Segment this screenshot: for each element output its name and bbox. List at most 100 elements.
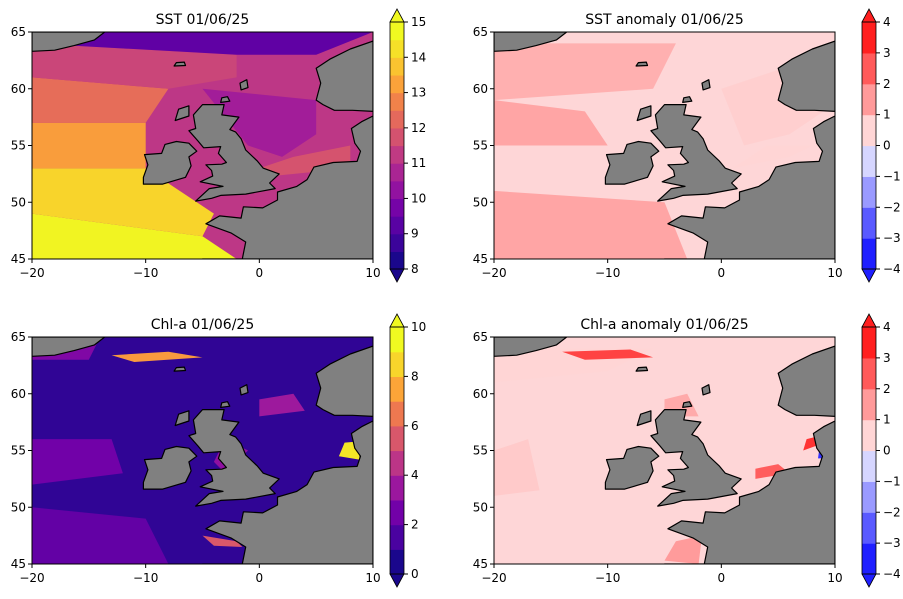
x-tick-label: −10: [133, 571, 158, 585]
x-tick-label: 0: [256, 266, 264, 280]
chla-colorbar: 0 2 4 6 8 10: [389, 313, 426, 588]
x-tick-label: 10: [827, 571, 842, 585]
colorbar-band: [390, 251, 404, 270]
y-tick-label: 65: [473, 330, 488, 344]
chla-map: [32, 337, 373, 564]
colorbar-tick-label: 0: [883, 139, 891, 153]
data-zone: [32, 43, 237, 89]
colorbar-band: [390, 127, 404, 147]
land-scandinavia: [315, 40, 373, 113]
colorbar-tick-label: 9: [411, 227, 419, 241]
chla-title: Chl-a 01/06/25: [151, 317, 255, 333]
colorbar-band: [390, 524, 404, 550]
y-tick-label: 65: [11, 25, 26, 39]
y-tick-label: 55: [473, 139, 488, 153]
colorbar-tick-label: 14: [411, 50, 426, 64]
y-tick-label: 45: [11, 557, 26, 571]
chla-anomaly-colorbar: −4 −3 −2 −1 0 1 2 3 4: [861, 313, 901, 588]
land-orkney: [220, 401, 231, 408]
colorbar-extend-max: [389, 313, 405, 328]
land-ireland: [142, 445, 198, 490]
land-shetland: [701, 79, 711, 91]
x-tick-label: −10: [133, 266, 158, 280]
colorbar-tick-label: −4: [883, 262, 901, 276]
land-iceland: [494, 337, 568, 357]
colorbar-band: [390, 376, 404, 402]
colorbar-tick-label: 10: [411, 191, 426, 205]
colorbar-tick-label: 8: [411, 262, 419, 276]
colorbar-tick-label: 11: [411, 156, 426, 170]
y-tick-label: 50: [473, 500, 488, 514]
y-tick-label: 60: [11, 387, 26, 401]
colorbar-tick-label: 1: [883, 413, 891, 427]
x-tick-label: −10: [595, 266, 620, 280]
y-tick-label: 65: [473, 25, 488, 39]
data-zone: [32, 439, 123, 485]
land-lewis: [174, 105, 190, 122]
data-zone: [32, 122, 146, 169]
colorbar-band: [862, 481, 876, 513]
colorbar-extend-max: [861, 8, 877, 23]
colorbar-band: [390, 549, 404, 575]
colorbar-band: [390, 57, 404, 76]
land-iceland: [32, 32, 106, 52]
colorbar-tick-label: 3: [883, 351, 891, 365]
colorbar-tick-label: 3: [883, 46, 891, 60]
sst-map: [32, 32, 373, 259]
colorbar-tick-label: −1: [883, 474, 901, 488]
colorbar-tick-label: 12: [411, 121, 426, 135]
colorbar-extend-min: [861, 268, 877, 283]
data-zone: [494, 439, 540, 496]
data-zone: [562, 349, 654, 360]
x-tick-label: 10: [365, 266, 380, 280]
colorbar-tick-label: 0: [883, 444, 891, 458]
colorbar-tick-label: 4: [883, 15, 891, 29]
sst-colorbar: 8 9 10 11 12 13 14 15: [389, 8, 426, 283]
sst-anomaly-colorbar: −4 −3 −2 −1 0 1 2 3 4: [861, 8, 901, 283]
colorbar-band: [390, 233, 404, 252]
x-tick-label: −20: [481, 266, 506, 280]
colorbar-band: [390, 198, 404, 217]
chla-anomaly-map: [494, 337, 835, 564]
colorbar-band: [390, 92, 404, 111]
data-zone: [32, 507, 169, 564]
y-tick-label: 45: [473, 252, 488, 266]
colorbar-band: [390, 401, 404, 427]
land-orkney: [682, 96, 693, 104]
land-ireland: [604, 140, 660, 185]
x-tick-label: −20: [19, 571, 44, 585]
land-faroe: [173, 366, 187, 372]
colorbar-band: [390, 180, 404, 200]
land-ireland: [142, 140, 198, 185]
y-tick-label: 60: [473, 82, 488, 96]
data-zone: [494, 100, 608, 146]
colorbar-extend-min: [389, 573, 405, 588]
land-britain: [650, 103, 742, 202]
data-zone: [259, 393, 305, 417]
colorbar-band: [862, 450, 876, 482]
colorbar-tick-label: 10: [411, 320, 426, 334]
sst-anomaly-panel: SST anomaly 01/06/25 −20 −10 0 104550556065…: [473, 8, 901, 283]
colorbar-tick-label: 8: [411, 369, 419, 383]
chla-anomaly-title: Chl-a anomaly 01/06/25: [580, 317, 748, 333]
data-zone: [494, 43, 676, 101]
y-tick-label: 60: [11, 82, 26, 96]
colorbar-tick-label: −3: [883, 231, 901, 245]
x-tick-label: −10: [595, 571, 620, 585]
colorbar-band: [862, 357, 876, 390]
data-zone: [111, 351, 203, 362]
data-zone: [494, 190, 688, 259]
colorbar-band: [862, 327, 876, 359]
colorbar-band: [390, 327, 404, 353]
y-tick-label: 50: [473, 195, 488, 209]
colorbar-tick-label: 6: [411, 419, 419, 433]
land-ireland: [604, 445, 660, 490]
land-lewis: [636, 105, 652, 122]
colorbar-band: [862, 176, 876, 208]
y-tick-label: 50: [11, 195, 26, 209]
colorbar-band: [390, 74, 404, 94]
data-zone: [664, 535, 702, 564]
x-tick-label: 10: [365, 571, 380, 585]
y-tick-label: 55: [11, 444, 26, 458]
